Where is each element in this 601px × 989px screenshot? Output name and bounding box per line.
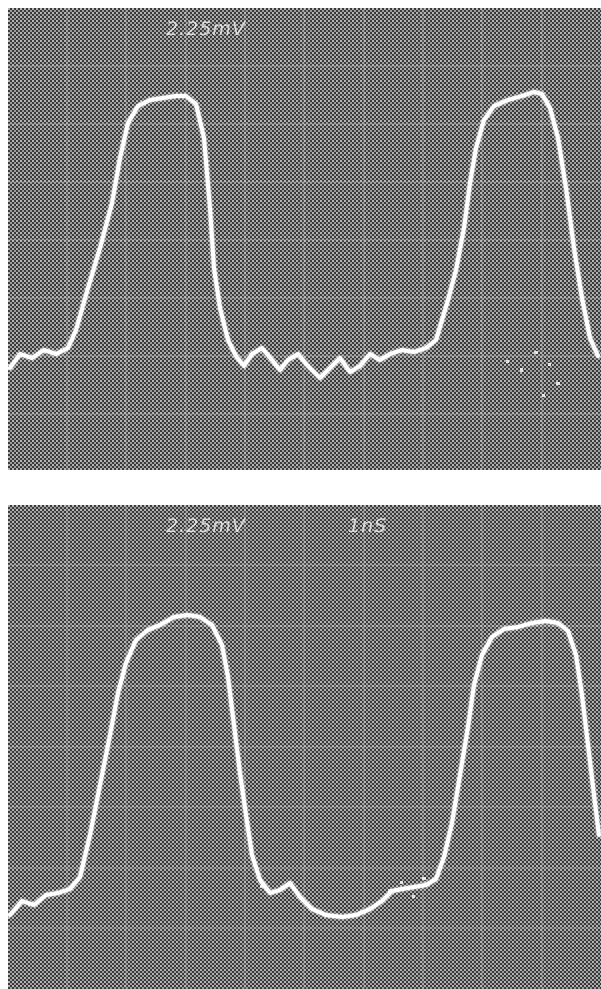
graticule [8, 8, 601, 470]
screen-background [8, 8, 601, 470]
time-per-div-readout: 1nS [348, 515, 388, 537]
volts-per-div-readout: 2.25mV [166, 515, 246, 537]
graticule [8, 505, 601, 989]
signal-trace [8, 90, 600, 380]
oscilloscope-screen-top: 2.25mV [8, 8, 601, 470]
waveform-plot-top [8, 8, 601, 470]
waveform-plot-bottom [8, 505, 601, 989]
trace-sparkles [506, 351, 560, 397]
oscilloscope-screen-bottom: 2.25mV 1nS [8, 505, 601, 989]
trace-sparkles [28, 877, 426, 906]
volts-per-div-readout: 2.25mV [166, 18, 246, 40]
signal-trace [8, 613, 601, 919]
